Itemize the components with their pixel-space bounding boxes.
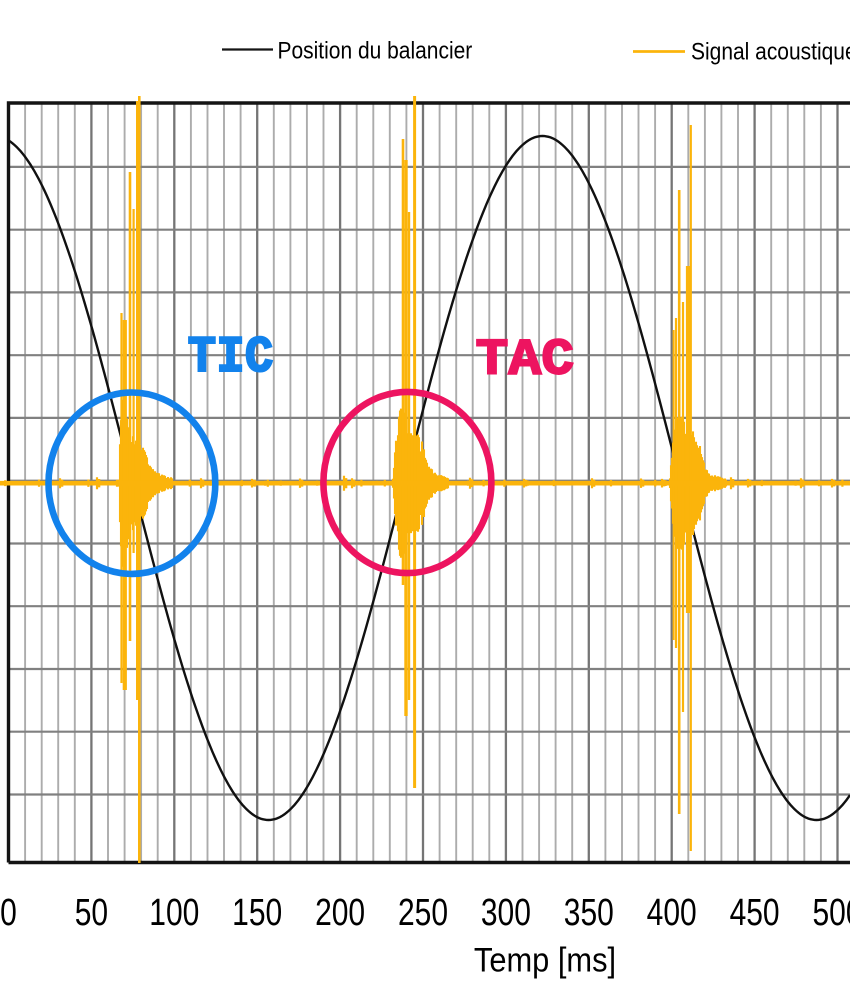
svg-text:Signal acoustique: Signal acoustique (691, 38, 850, 65)
svg-text:250: 250 (398, 892, 448, 934)
svg-text:Temp [ms]: Temp [ms] (474, 941, 616, 979)
svg-text:350: 350 (564, 892, 614, 934)
svg-text:150: 150 (232, 892, 282, 934)
svg-text:TIC: TIC (188, 329, 274, 387)
svg-text:400: 400 (647, 892, 697, 934)
svg-text:50: 50 (75, 892, 108, 934)
svg-text:Position du balancier: Position du balancier (278, 37, 473, 64)
svg-text:TAC: TAC (475, 331, 574, 389)
svg-text:500: 500 (812, 892, 850, 934)
svg-text:0: 0 (0, 892, 17, 934)
svg-text:100: 100 (149, 892, 199, 934)
svg-text:450: 450 (730, 892, 780, 934)
svg-text:300: 300 (481, 892, 531, 934)
svg-text:200: 200 (315, 892, 365, 934)
